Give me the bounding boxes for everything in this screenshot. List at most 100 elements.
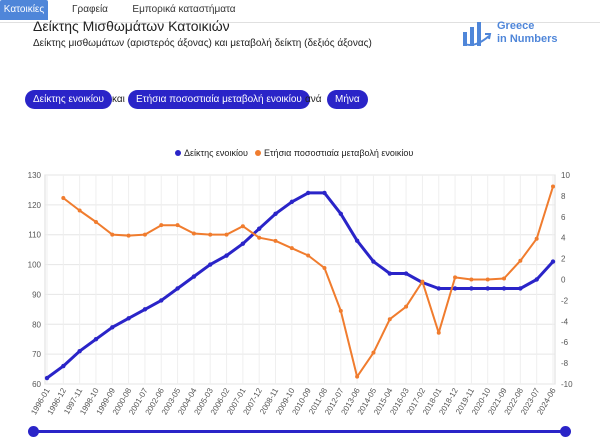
- data-point: [159, 298, 164, 303]
- data-point: [338, 211, 344, 217]
- data-point: [142, 307, 148, 312]
- series2-selector[interactable]: Ετήσια ποσοστιαία μεταβολή ενοικίου: [128, 90, 310, 109]
- data-point: [518, 286, 523, 291]
- data-point: [305, 190, 311, 196]
- data-point: [142, 232, 147, 237]
- data-point: [501, 286, 507, 291]
- data-point: [77, 208, 82, 213]
- data-point: [404, 304, 409, 309]
- data-point: [240, 241, 246, 246]
- y-right-tick-label: -8: [561, 359, 569, 368]
- data-point: [453, 275, 458, 280]
- data-point: [354, 238, 360, 243]
- y-right-tick-label: 4: [561, 234, 566, 243]
- data-point: [126, 316, 131, 321]
- data-point: [485, 286, 490, 291]
- data-point: [273, 211, 278, 217]
- data-point: [469, 286, 474, 291]
- range-slider-start-handle[interactable]: [28, 426, 39, 437]
- data-point: [126, 233, 131, 238]
- data-point: [387, 317, 392, 322]
- data-point: [452, 286, 458, 291]
- data-point: [110, 325, 115, 330]
- data-point: [550, 259, 556, 264]
- y-left-tick-label: 130: [28, 171, 42, 180]
- data-point: [322, 190, 327, 196]
- data-point: [159, 223, 164, 228]
- data-point: [175, 223, 180, 228]
- data-point: [77, 348, 82, 354]
- page-title: Δείκτης Μισθωμάτων Κατοικιών: [33, 18, 230, 34]
- data-point: [93, 337, 99, 342]
- logo-icon: [463, 22, 492, 46]
- data-point: [191, 231, 196, 236]
- y-right-tick-label: -10: [561, 380, 573, 389]
- data-point: [110, 232, 115, 237]
- data-point: [436, 286, 441, 291]
- data-point: [534, 277, 539, 282]
- data-point: [289, 199, 295, 205]
- legend-label-1: Δείκτης ενοικίου: [184, 148, 248, 158]
- range-slider-track[interactable]: [33, 430, 567, 433]
- y-right-tick-label: 8: [561, 192, 566, 201]
- y-right-tick-label: 0: [561, 276, 566, 285]
- data-point: [420, 279, 425, 284]
- data-point: [403, 271, 409, 276]
- y-left-tick-label: 100: [28, 261, 42, 270]
- logo-line-2: in Numbers: [497, 33, 558, 45]
- data-point: [518, 258, 523, 263]
- y-left-tick-label: 90: [32, 290, 41, 299]
- tab-offices[interactable]: Γραφεία: [72, 4, 108, 15]
- data-point: [436, 330, 441, 335]
- data-point: [485, 277, 490, 282]
- data-point: [175, 286, 180, 291]
- data-point: [93, 220, 98, 225]
- data-point: [224, 232, 229, 237]
- legend-marker-2: [255, 150, 261, 156]
- logo-line-1: Greece: [497, 20, 535, 32]
- y-right-tick-label: 10: [561, 171, 570, 180]
- data-point: [289, 246, 294, 251]
- data-point: [208, 262, 213, 267]
- and-label: και: [112, 94, 125, 105]
- tab-shops[interactable]: Εμπορικά καταστήματα: [132, 4, 236, 15]
- data-point: [371, 350, 376, 355]
- y-left-tick-label: 120: [28, 201, 42, 210]
- per-label: ανά: [305, 94, 322, 105]
- data-point: [240, 224, 245, 229]
- period-selector[interactable]: Μήνα: [327, 90, 368, 109]
- data-point: [355, 374, 360, 379]
- data-point: [61, 195, 66, 200]
- data-point: [534, 236, 539, 241]
- data-point: [256, 226, 262, 231]
- range-slider-end-handle[interactable]: [560, 426, 571, 437]
- y-left-tick-label: 70: [32, 350, 41, 359]
- data-point: [257, 235, 262, 240]
- data-point: [224, 253, 229, 258]
- series-line-1: [46, 191, 555, 380]
- data-point: [371, 259, 376, 264]
- y-right-tick-label: -4: [561, 317, 569, 326]
- y-left-tick-label: 80: [32, 320, 41, 329]
- page-subtitle: Δείκτης μισθωμάτων (αριστερός άξονας) κα…: [33, 38, 372, 49]
- y-left-tick-label: 110: [28, 231, 41, 240]
- logo: Greece in Numbers: [461, 18, 571, 52]
- data-point: [469, 277, 474, 282]
- legend-label-2: Ετήσια ποσοστιαία μεταβολή ενοικίου: [264, 148, 413, 158]
- data-point: [208, 232, 213, 237]
- data-point: [306, 253, 311, 258]
- y-right-tick-label: 2: [561, 255, 566, 264]
- y-right-tick-label: -6: [561, 338, 569, 347]
- tab-bar: Κατοικίες Γραφεία Εμπορικά καταστήματα: [0, 0, 600, 23]
- y-right-tick-label: -2: [561, 296, 569, 305]
- data-point: [502, 276, 507, 281]
- data-point: [44, 375, 50, 381]
- legend-marker-1: [175, 150, 181, 156]
- series1-selector[interactable]: Δείκτης ενοικίου: [25, 90, 112, 109]
- tab-housing[interactable]: Κατοικίες: [0, 0, 48, 20]
- data-point: [273, 238, 278, 243]
- data-point: [191, 274, 197, 279]
- y-left-tick-label: 60: [32, 380, 41, 389]
- data-point: [338, 308, 343, 313]
- data-point: [322, 266, 327, 271]
